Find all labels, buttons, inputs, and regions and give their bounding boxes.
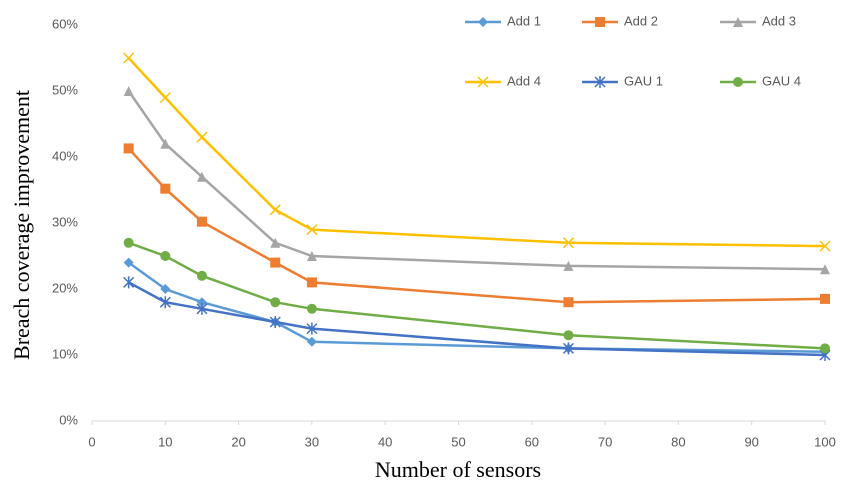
marker — [160, 284, 171, 294]
y-tick-label: 10% — [52, 346, 78, 361]
legend-label: Add 4 — [507, 73, 541, 88]
series-line — [127, 57, 826, 248]
marker — [196, 270, 207, 281]
legend-item: Add 4 — [465, 73, 541, 88]
marker — [562, 237, 574, 249]
x-tick-label: 60 — [525, 434, 539, 449]
marker — [819, 240, 831, 252]
marker — [160, 183, 171, 194]
x-tick-label: 30 — [305, 434, 319, 449]
marker — [306, 251, 317, 261]
marker — [820, 293, 830, 304]
marker — [196, 131, 208, 143]
marker — [160, 251, 171, 261]
marker — [269, 316, 281, 328]
series-line — [127, 147, 826, 304]
marker — [306, 277, 317, 288]
marker — [123, 52, 135, 64]
y-axis-title: Breach coverage improvement — [9, 90, 34, 360]
legend-item: Add 2 — [582, 13, 658, 28]
legend-label: Add 2 — [624, 13, 658, 28]
marker — [196, 171, 207, 182]
legend-item: GAU 4 — [720, 73, 801, 88]
marker — [270, 237, 281, 248]
marker — [196, 297, 207, 308]
legend-item: Add 1 — [465, 13, 541, 28]
marker — [123, 276, 135, 289]
y-tick-label: 50% — [52, 82, 78, 97]
marker — [159, 296, 171, 309]
marker — [478, 17, 488, 27]
marker — [306, 322, 318, 335]
marker — [733, 17, 743, 27]
legend-label: GAU 4 — [762, 73, 801, 88]
y-tick-label: 20% — [52, 280, 78, 295]
x-tick-label: 100 — [814, 434, 836, 449]
x-axis-title: Number of sensors — [375, 457, 541, 482]
x-tick-label: 50 — [451, 434, 465, 449]
marker — [270, 257, 281, 268]
legend-item: Add 3 — [720, 13, 796, 28]
marker — [160, 138, 171, 149]
y-tick-label: 40% — [52, 148, 78, 163]
marker — [123, 86, 134, 96]
marker — [306, 303, 317, 314]
marker — [159, 92, 171, 104]
marker — [563, 330, 574, 341]
marker — [733, 77, 743, 87]
marker — [269, 204, 281, 216]
marker — [563, 260, 574, 271]
marker — [477, 76, 489, 88]
y-tick-label: 60% — [52, 16, 78, 31]
series-line — [127, 261, 826, 353]
x-tick-label: 40 — [378, 434, 392, 449]
marker — [123, 143, 134, 154]
marker — [306, 224, 318, 236]
marker — [306, 336, 317, 347]
legend-label: Add 3 — [762, 13, 796, 28]
marker — [595, 17, 605, 27]
marker — [196, 216, 207, 227]
x-tick-label: 0 — [88, 434, 95, 449]
legend-item: GAU 1 — [582, 73, 663, 88]
marker — [562, 342, 574, 355]
x-tick-label: 90 — [744, 434, 758, 449]
x-tick-label: 20 — [231, 434, 245, 449]
marker — [123, 257, 134, 268]
marker — [563, 297, 574, 308]
legend-label: Add 1 — [507, 13, 541, 28]
legend-label: GAU 1 — [624, 73, 663, 88]
series-line — [127, 90, 826, 271]
marker — [270, 297, 281, 308]
marker — [820, 264, 830, 275]
marker — [196, 302, 208, 315]
marker — [820, 343, 830, 354]
marker — [123, 237, 134, 248]
x-tick-label: 10 — [158, 434, 172, 449]
marker — [594, 76, 606, 88]
y-tick-label: 30% — [52, 214, 78, 229]
x-tick-label: 70 — [598, 434, 612, 449]
y-tick-label: 0% — [59, 412, 78, 427]
x-tick-label: 80 — [671, 434, 685, 449]
